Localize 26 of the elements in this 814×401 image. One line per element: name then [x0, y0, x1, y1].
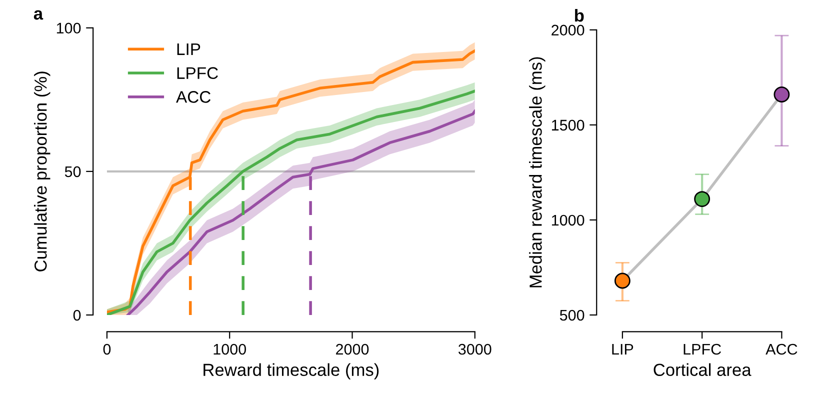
chart-title: a	[34, 10, 44, 20]
point	[694, 191, 710, 208]
x-tick-label: LPFC	[684, 344, 722, 355]
legend-label: LPFC	[177, 67, 218, 79]
y-axis-title: Cumulative proportion (%)	[34, 72, 50, 272]
x-axis-title: Cortical area	[654, 363, 752, 376]
x-tick-label: ACC	[766, 344, 798, 355]
x-tick-label: 3000	[458, 344, 492, 355]
y-tick-label: 1000	[552, 214, 584, 226]
y-tick-label: 1500	[552, 120, 584, 131]
legend-label: LIP	[177, 43, 200, 55]
x-tick-label: 0	[103, 344, 111, 355]
x-tick-label: 2000	[336, 344, 369, 355]
y-axis-title: Median reward timescale (ms)	[529, 57, 546, 288]
x-tick-label: LIP	[612, 344, 634, 355]
legend-label: ACC	[176, 91, 211, 103]
y-tick-label: 2000	[552, 24, 584, 36]
point	[774, 86, 790, 102]
y-tick-label: 500	[560, 310, 584, 321]
y-tick-label: 0	[73, 310, 81, 321]
y-tick-label: 100	[56, 22, 81, 34]
point	[614, 272, 630, 289]
x-tick-label: 1000	[214, 344, 246, 355]
y-tick-label: 50	[64, 166, 81, 178]
chart-title: b	[575, 8, 584, 22]
x-axis-title: Reward timescale (ms)	[204, 363, 379, 380]
